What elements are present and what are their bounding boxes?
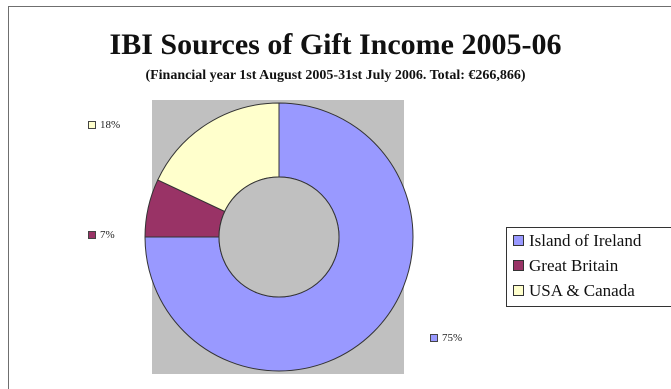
legend-item-great-britain: Great Britain (507, 253, 671, 278)
legend-label: Island of Ireland (529, 230, 642, 250)
data-label-swatch (430, 334, 438, 342)
chart-subtitle: (Financial year 1st August 2005-31st Jul… (145, 68, 526, 83)
legend-item-usa-canada: USA & Canada (507, 278, 671, 303)
data-label-text: 75% (442, 332, 463, 344)
legend: Island of Ireland Great Britain USA & Ca… (506, 227, 671, 307)
legend-label: USA & Canada (529, 280, 635, 300)
legend-swatch (513, 235, 524, 246)
chart-frame (8, 6, 671, 389)
chart-title: IBI Sources of Gift Income 2005-06 (109, 28, 562, 61)
data-label-usa-canada: 18% (88, 119, 120, 131)
legend-swatch (513, 260, 524, 271)
data-label-swatch (88, 231, 96, 239)
data-label-great-britain: 7% (88, 229, 115, 241)
donut-hole (218, 176, 340, 298)
data-label-island-of-ireland: 75% (430, 332, 462, 344)
legend-label: Great Britain (529, 255, 619, 275)
data-label-text: 7% (100, 229, 115, 241)
data-label-swatch (88, 121, 96, 129)
data-label-text: 18% (100, 119, 121, 131)
legend-item-island-of-ireland: Island of Ireland (507, 228, 671, 253)
legend-swatch (513, 285, 524, 296)
